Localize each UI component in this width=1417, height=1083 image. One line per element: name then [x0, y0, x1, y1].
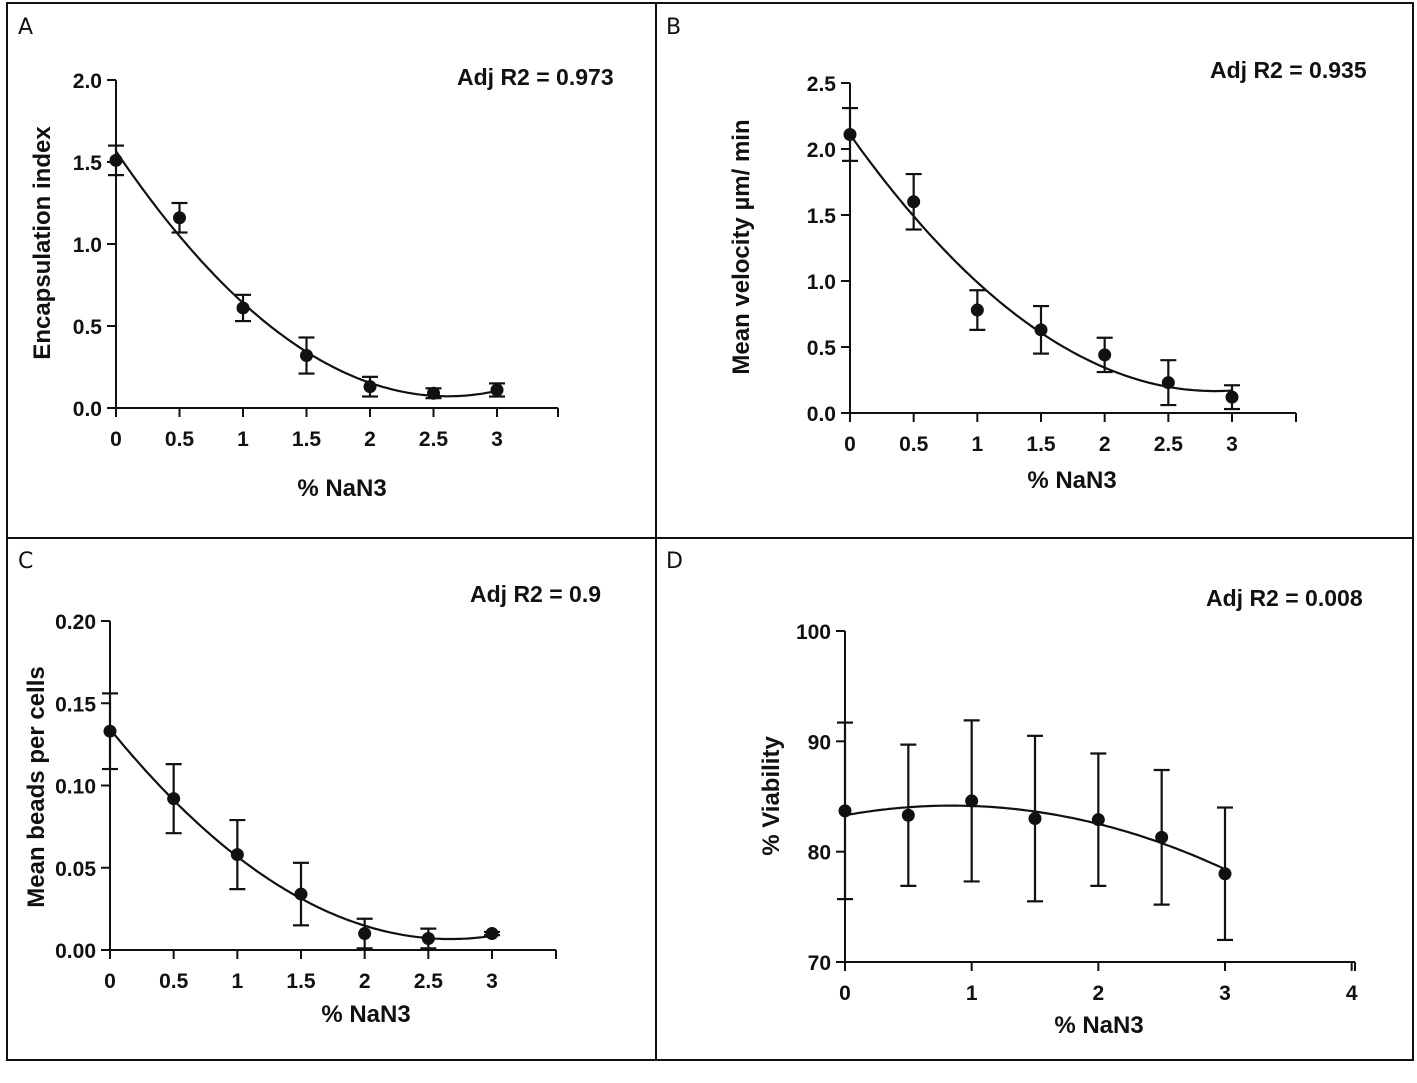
- r2-annotation: Adj R2 = 0.973: [457, 64, 614, 90]
- panel-letter-a: A: [18, 15, 33, 40]
- x-tick-label: 1.5: [286, 970, 316, 993]
- y-tick-label: 1.0: [807, 271, 836, 294]
- x-tick-label: 0: [104, 970, 116, 993]
- y-tick-label: 1.0: [73, 234, 102, 257]
- x-tick-label: 0.5: [159, 970, 189, 993]
- data-point: [970, 303, 984, 317]
- data-point: [1218, 867, 1232, 881]
- panel-borders: [6, 2, 1414, 1061]
- data-point: [1098, 348, 1112, 362]
- x-tick-label: 2: [364, 428, 376, 451]
- data-point: [173, 211, 186, 225]
- r2-annotation: Adj R2 = 0.935: [1210, 57, 1367, 83]
- y-tick-label: 0.15: [55, 693, 96, 716]
- y-tick-label: 2.5: [807, 73, 837, 96]
- x-tick-label: 0: [844, 433, 856, 456]
- data-point: [1028, 812, 1042, 826]
- x-tick-label: 1: [237, 428, 249, 451]
- data-point: [167, 792, 181, 806]
- x-tick-label: 2: [359, 970, 371, 993]
- y-tick-label: 100: [796, 621, 831, 644]
- data-point: [300, 349, 313, 363]
- x-tick-label: 1.5: [292, 428, 322, 451]
- y-tick-label: 0.05: [55, 858, 96, 881]
- panel-c: C Adj R2 = 0.9 0 0.5 1 1.5 2 2.5 3 0.00 0.05 0.10…: [18, 549, 601, 1028]
- y-tick-label: 0.5: [73, 316, 103, 339]
- x-axis-title: % NaN3: [321, 1001, 410, 1028]
- x-tick-label: 0.5: [165, 428, 195, 451]
- x-tick-label: 1: [231, 970, 243, 993]
- x-axis-title: % NaN3: [1027, 467, 1116, 494]
- data-point: [1091, 813, 1105, 827]
- data-point: [1034, 323, 1048, 337]
- data-point: [1225, 390, 1239, 404]
- y-tick-label: 80: [808, 842, 831, 865]
- data-point: [363, 380, 377, 394]
- x-tick-label: 3: [1226, 433, 1238, 456]
- data-point: [236, 301, 250, 315]
- data-point: [421, 931, 435, 945]
- y-tick-label: 0.5: [807, 337, 837, 360]
- y-axis-title: Encapsulation index: [29, 126, 56, 360]
- data-point: [358, 927, 372, 941]
- x-tick-label: 2.5: [419, 428, 449, 451]
- panel-letter-d: D: [666, 549, 683, 574]
- y-tick-label: 70: [808, 952, 831, 975]
- x-tick-label: 0: [110, 428, 122, 451]
- x-tick-label: 0: [839, 982, 851, 1005]
- x-tick-label: 1: [966, 982, 978, 1005]
- data-point: [965, 794, 979, 808]
- x-tick-label: 1: [971, 433, 983, 456]
- y-tick-label: 90: [808, 731, 831, 754]
- x-tick-label: 2.5: [1154, 433, 1184, 456]
- y-tick-label: 0.00: [55, 940, 96, 963]
- x-tick-label: 3: [1219, 982, 1231, 1005]
- y-tick-label: 0.10: [55, 776, 96, 799]
- data-point: [485, 927, 499, 941]
- panel-letter-c: C: [18, 549, 33, 574]
- data-point: [294, 887, 308, 901]
- data-point: [490, 383, 504, 397]
- r2-annotation: Adj R2 = 0.9: [470, 581, 601, 607]
- data-point: [1161, 376, 1175, 390]
- x-tick-label: 3: [486, 970, 498, 993]
- panel-d: D Adj R2 = 0.008 0 1 2 3 4 70 80 90 100 % NaN3 %…: [666, 549, 1363, 1039]
- y-tick-label: 0.0: [73, 398, 102, 421]
- x-tick-label: 4: [1346, 982, 1358, 1005]
- y-tick-label: 2.0: [73, 70, 102, 93]
- y-tick-label: 0.20: [55, 611, 96, 634]
- data-point: [901, 808, 915, 822]
- panel-letter-b: B: [666, 15, 681, 40]
- r2-annotation: Adj R2 = 0.008: [1206, 585, 1363, 611]
- data-point: [1155, 830, 1169, 844]
- x-tick-label: 2.5: [414, 970, 444, 993]
- data-point: [427, 386, 440, 400]
- y-tick-label: 1.5: [807, 205, 837, 228]
- x-tick-label: 0.5: [899, 433, 929, 456]
- x-tick-label: 1.5: [1026, 433, 1056, 456]
- x-axis-title: % NaN3: [1054, 1012, 1143, 1039]
- panel-a: A Adj R2 = 0.973 0 0.5 1 1.5 2 2.5 3 0.0 0.5 1.0 1…: [18, 15, 614, 502]
- x-tick-label: 2: [1092, 982, 1104, 1005]
- y-tick-label: 0.0: [807, 403, 836, 426]
- x-tick-label: 3: [491, 428, 503, 451]
- panel-b: B Adj R2 = 0.935 0 0.5 1 1.5 2 2.5 3 0.0 0.5 1.0 1…: [666, 15, 1367, 494]
- data-point: [230, 848, 244, 862]
- x-tick-label: 2: [1099, 433, 1111, 456]
- y-axis-title: Mean velocity µm/ min: [728, 119, 755, 374]
- y-axis-title: % Viability: [758, 736, 785, 856]
- y-tick-label: 2.0: [807, 139, 836, 162]
- data-point: [907, 195, 921, 209]
- y-axis-title: Mean beads per cells: [23, 666, 50, 907]
- y-tick-label: 1.5: [73, 152, 103, 175]
- x-axis-title: % NaN3: [297, 475, 386, 502]
